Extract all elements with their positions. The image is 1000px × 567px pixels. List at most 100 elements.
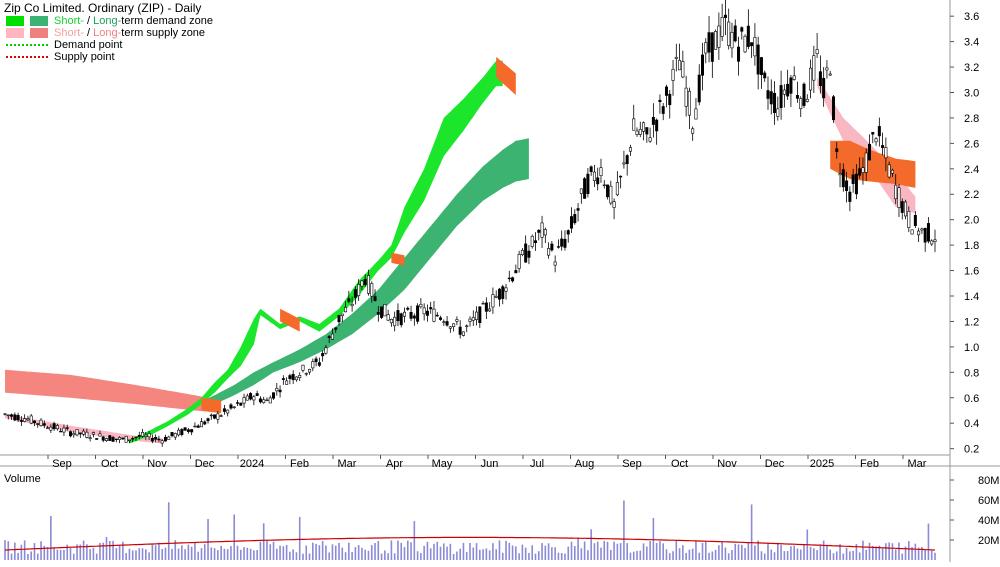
candle-body (448, 326, 452, 329)
candle-body (854, 173, 858, 195)
candle-body (268, 397, 272, 404)
late-supply-zone-long (830, 140, 916, 188)
candle-body (98, 433, 102, 437)
y-tick-label: 1.6 (964, 266, 979, 278)
candle-body (543, 229, 547, 236)
candle-body (386, 314, 390, 321)
candle-body (101, 436, 105, 441)
candle-body (353, 289, 357, 298)
candle-body (46, 427, 50, 429)
candle-body (419, 303, 423, 308)
candle-body (848, 191, 852, 202)
candle-body (52, 423, 56, 430)
candle-body (579, 188, 583, 194)
candle-body (252, 396, 256, 401)
candle-body (455, 319, 459, 322)
candle-body (501, 286, 505, 299)
candle-body (917, 230, 921, 236)
candle-body (186, 429, 190, 432)
candle-body (566, 230, 570, 235)
candle-body (795, 95, 799, 99)
candle-body (170, 432, 174, 437)
candle-body (324, 347, 328, 354)
candle-body (213, 414, 217, 419)
candle-body (723, 14, 727, 18)
candle-body (78, 432, 82, 435)
candle-body (514, 270, 518, 274)
x-tick-label: Feb (860, 458, 879, 470)
candle-body (183, 427, 187, 431)
candle-body (763, 72, 767, 79)
candle-body (334, 327, 338, 330)
candle-body (602, 184, 606, 186)
candle-body (196, 425, 200, 428)
candle-body (756, 44, 760, 75)
candle-body (681, 61, 685, 78)
candle-body (160, 440, 164, 444)
candle-body (504, 287, 508, 292)
candle-body (193, 425, 197, 428)
candle-body (674, 56, 678, 59)
candle-body (497, 288, 501, 300)
candle-body (691, 128, 695, 134)
candle-body (524, 243, 528, 263)
candle-body (858, 168, 862, 176)
candles (3, 0, 937, 447)
candle-body (458, 326, 462, 335)
candle-body (471, 317, 475, 321)
candle-body (550, 243, 554, 251)
candle-body (835, 148, 839, 152)
x-tick-label: Mar (338, 458, 357, 470)
candle-body (622, 162, 626, 165)
candle-body (897, 187, 901, 208)
candle-body (114, 438, 118, 441)
candle-body (540, 222, 544, 238)
y-tick-label: 0.2 (964, 444, 979, 456)
x-tick-label: 2025 (810, 458, 834, 470)
candle-body (226, 409, 230, 414)
candle-body (805, 98, 809, 102)
candle-body (678, 60, 682, 71)
candle-body (258, 398, 262, 403)
candle-body (648, 137, 652, 142)
candle-body (141, 431, 145, 437)
candle-body (838, 173, 842, 176)
candle-body (606, 184, 610, 198)
candle-body (301, 364, 305, 371)
candle-body (717, 25, 721, 48)
candle-body (199, 421, 203, 428)
legend-label: Short- / Long-term demand zone (54, 15, 213, 27)
candle-body (376, 312, 380, 315)
candle-body (727, 21, 731, 46)
candle-body (137, 435, 141, 437)
candle-body (766, 90, 770, 99)
candle-body (864, 152, 868, 173)
y-tick-label: 3.6 (964, 11, 979, 23)
candle-body (118, 437, 122, 440)
candle-body (3, 413, 7, 415)
candle-body (291, 374, 295, 381)
x-tick-label: Jul (530, 458, 544, 470)
candle-body (216, 413, 220, 420)
y-tick-label: 1.2 (964, 316, 979, 328)
candle-body (511, 277, 515, 282)
candle-body (645, 127, 649, 135)
candle-body (704, 42, 708, 54)
candle-body (743, 35, 747, 53)
candle-body (236, 402, 240, 404)
legend-label-part: Long- (93, 27, 121, 39)
candle-body (373, 296, 377, 301)
candle-body (612, 201, 616, 208)
y-tick-label: 2.8 (964, 113, 979, 125)
candle-body (651, 117, 655, 125)
candle-body (461, 331, 465, 336)
candle-body (560, 238, 564, 247)
candle-body (933, 239, 937, 242)
candle-body (553, 261, 557, 266)
candle-body (658, 99, 662, 103)
candle-body (219, 415, 223, 417)
candle-body (894, 184, 898, 200)
candle-body (527, 250, 531, 258)
candle-body (655, 119, 659, 132)
